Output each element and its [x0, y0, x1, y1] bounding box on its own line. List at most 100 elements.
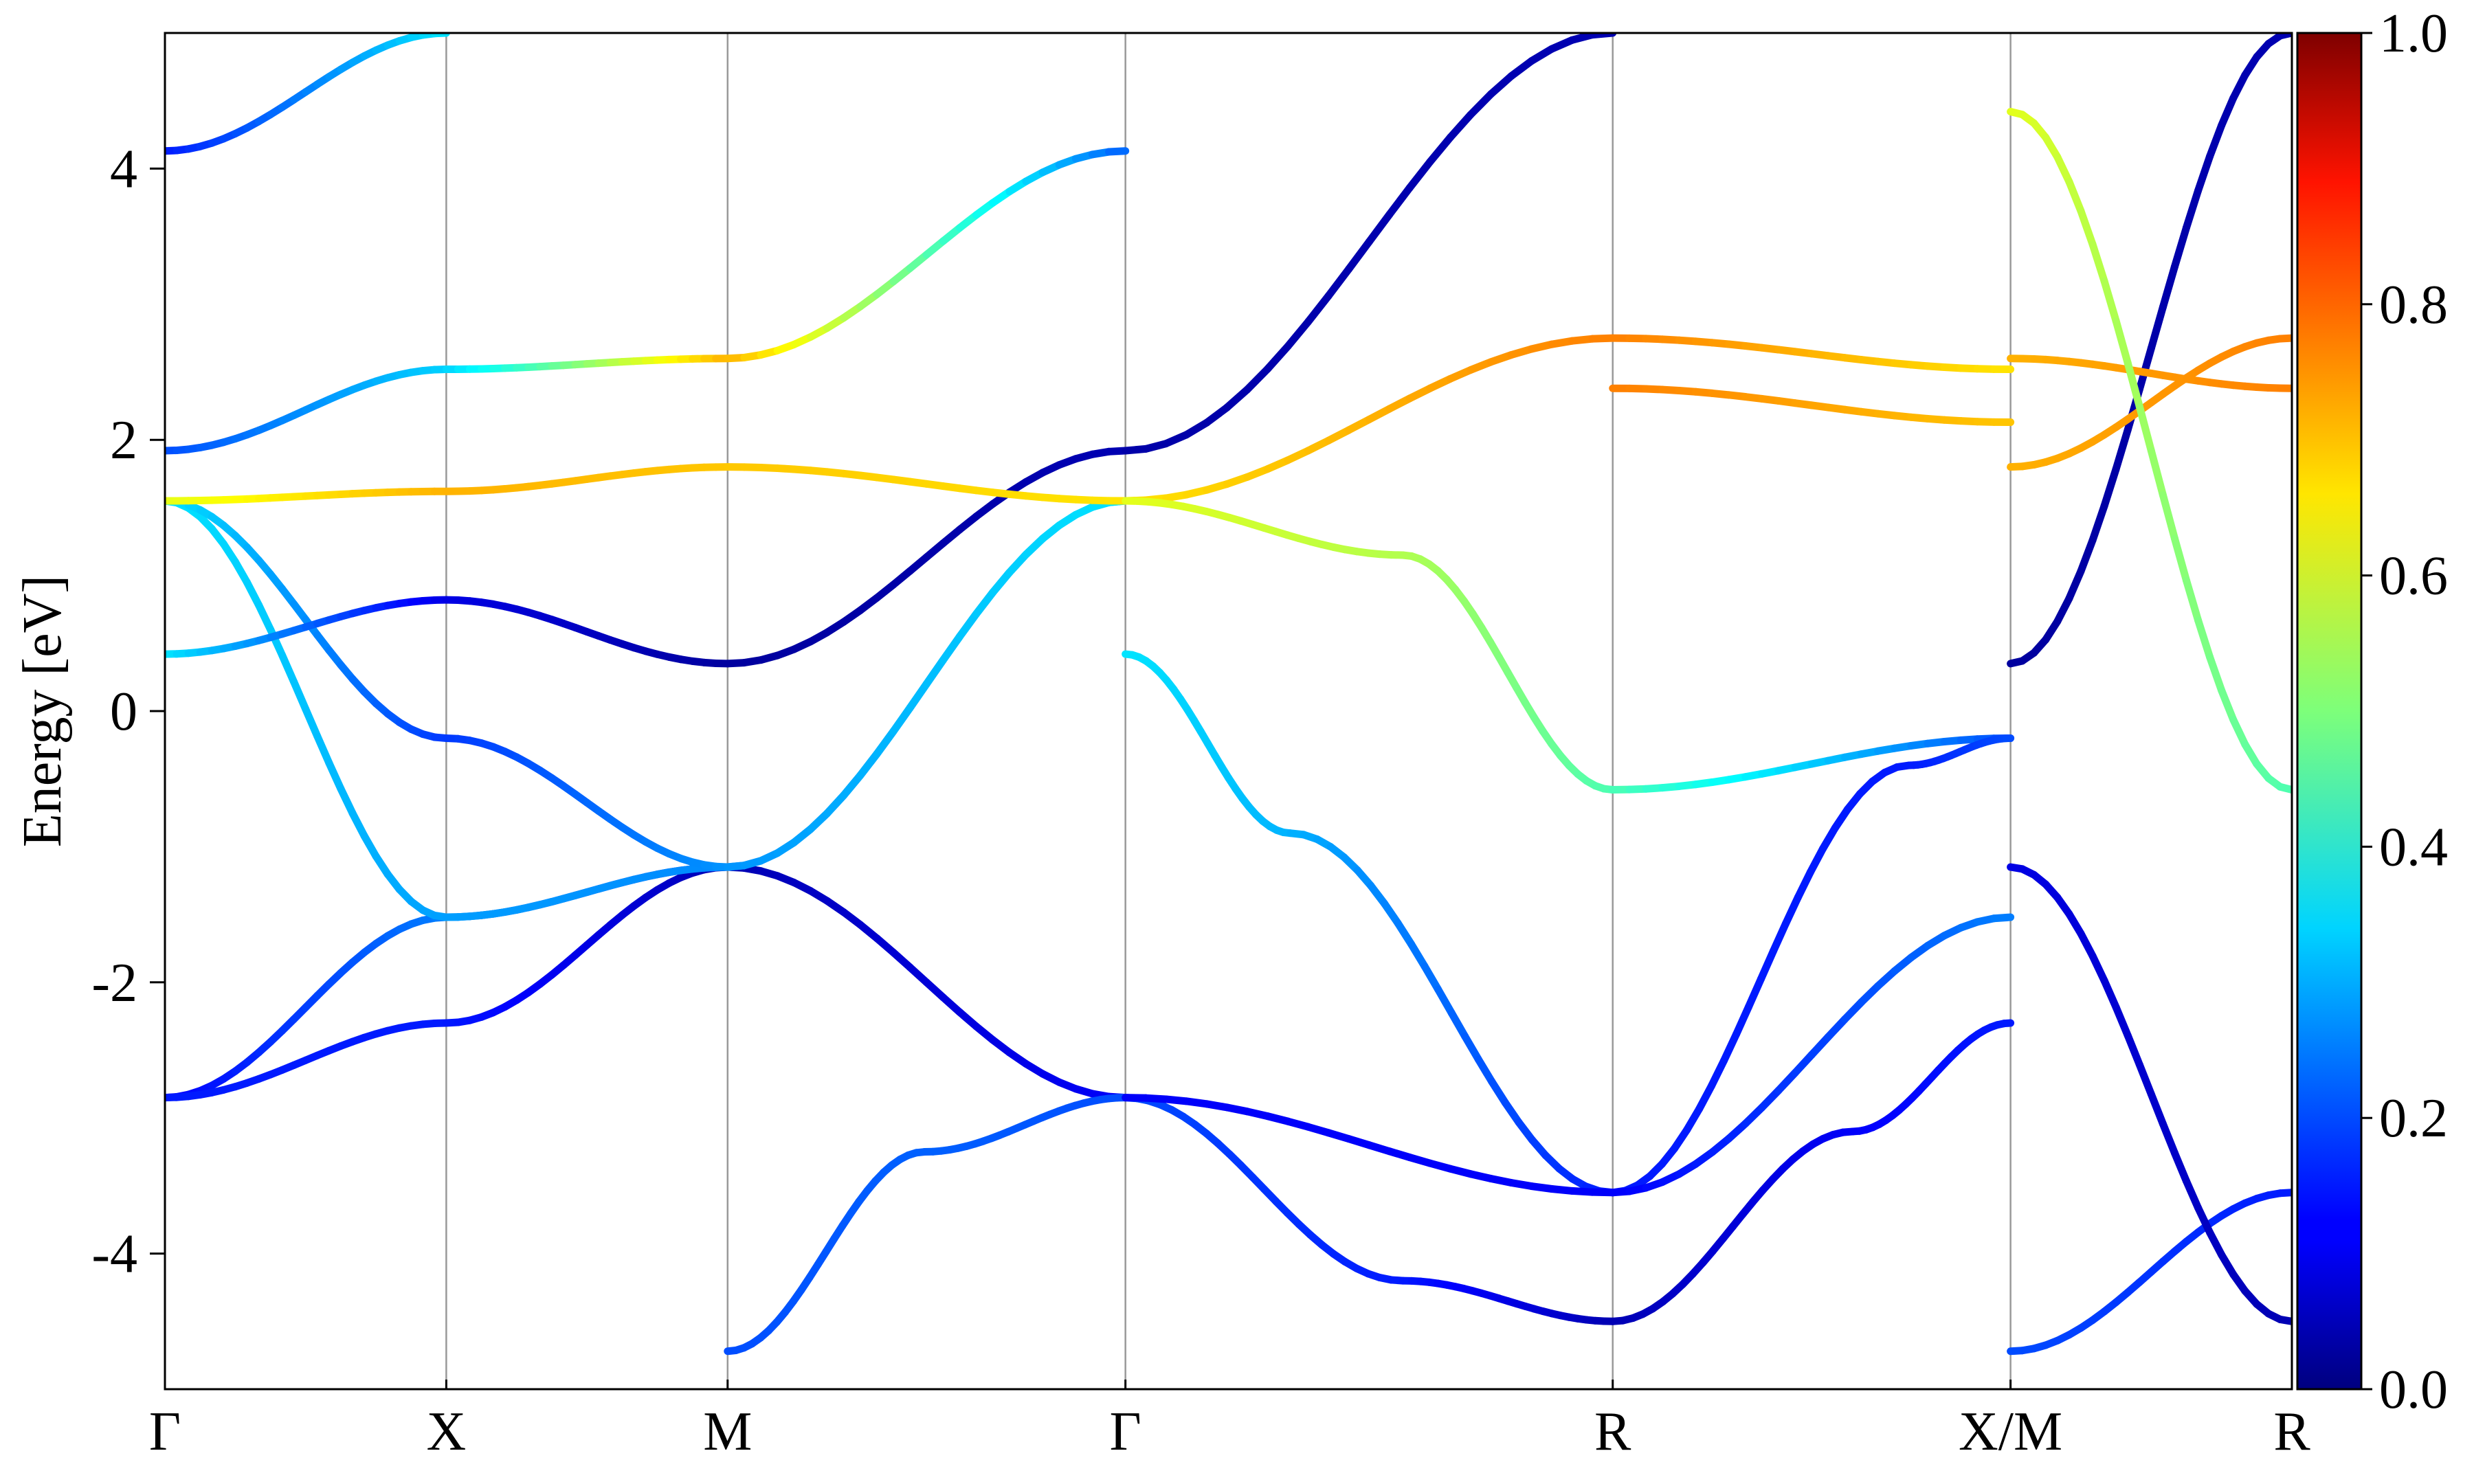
band-segment — [873, 727, 898, 758]
band-segment — [2053, 153, 2073, 186]
band-segment — [1263, 342, 1292, 373]
band-segment — [348, 809, 368, 840]
band-16 — [2007, 33, 2292, 668]
band-9 — [724, 1019, 2015, 1356]
y-tick-label: -4 — [91, 1224, 137, 1285]
band-segment — [1695, 1081, 1716, 1113]
band-segment — [2147, 303, 2167, 352]
band-segment — [1005, 550, 1030, 576]
band-segment — [2088, 240, 2108, 285]
colorbar-axis: 0.0 0.2 0.4 0.6 0.8 1.0 — [2361, 3, 2448, 1420]
band-15 — [1609, 384, 2015, 427]
band-segment — [1304, 292, 1333, 326]
colorbar-tick-label: 0.4 — [2379, 817, 2448, 877]
band-segment — [243, 578, 263, 609]
band-segment — [278, 651, 298, 686]
kpoint-gridlines — [445, 33, 2011, 1389]
y-tick-label: 0 — [110, 682, 137, 742]
band-segment — [2065, 910, 2085, 938]
band-segment — [2124, 1031, 2143, 1068]
band-segment — [1720, 1030, 1741, 1065]
band-segment — [337, 785, 357, 818]
band-segment — [2147, 1090, 2167, 1128]
band-segment — [2147, 447, 2167, 499]
band-segment — [1324, 426, 1353, 445]
band-segment — [2218, 686, 2238, 724]
band-segment — [1380, 899, 1402, 927]
colorbar-tick-label: 0.6 — [2379, 546, 2448, 607]
band-7 — [165, 33, 450, 155]
band-segment — [1407, 940, 1429, 971]
band-segment — [2112, 426, 2132, 473]
band-segment — [2218, 94, 2238, 129]
band-segment — [2100, 277, 2120, 325]
band-segment — [2159, 1120, 2178, 1157]
colorbar-tick-label: 0.8 — [2379, 275, 2448, 335]
colorbar-gradient — [2296, 32, 2363, 1391]
band-segment — [1345, 238, 1373, 273]
band-segment — [906, 680, 930, 712]
band-segment — [1858, 982, 1882, 1007]
band-segment — [254, 601, 275, 633]
band-segment — [2206, 1228, 2226, 1259]
band-segment — [2218, 1250, 2238, 1279]
band-segment — [302, 705, 322, 741]
y-tick-label: -2 — [91, 953, 137, 1013]
band-segment — [2194, 153, 2214, 194]
x-tick-label: R — [2273, 1402, 2310, 1462]
band-segment — [2159, 262, 2178, 311]
band-segment — [2170, 535, 2190, 585]
band-segment — [290, 677, 310, 713]
band-segment — [2112, 1003, 2132, 1039]
x-tick-label: M — [703, 1402, 752, 1462]
band-segment — [2053, 594, 2073, 625]
band-segment — [1203, 403, 1231, 427]
band-segment — [1769, 919, 1790, 955]
band-segment — [1447, 1009, 1469, 1040]
band-10 — [1122, 33, 1617, 455]
band-segment — [2170, 223, 2190, 271]
band-segment — [2135, 403, 2155, 455]
band-segment — [1105, 147, 1130, 156]
band-segment — [1385, 183, 1414, 218]
band-segment — [2182, 186, 2203, 232]
band-segment — [2194, 1204, 2214, 1237]
band-segment — [1781, 893, 1802, 928]
band-segment — [1488, 1077, 1509, 1107]
band-segment — [2088, 502, 2108, 544]
band-segment — [1474, 1055, 1496, 1086]
y-tick-label: 2 — [110, 410, 137, 471]
band-segment — [1420, 963, 1442, 993]
band-segment — [889, 704, 914, 735]
bands-group — [165, 33, 2292, 1356]
band-segment — [2000, 1019, 2015, 1028]
band-segment — [2088, 952, 2108, 985]
band-8 — [165, 463, 1130, 505]
band-segment — [989, 568, 1014, 596]
band-segment — [1426, 133, 1454, 166]
band-segment — [2042, 133, 2062, 161]
plot-frame — [164, 32, 2293, 1391]
y-axis-label: Energy [eV] — [12, 575, 73, 847]
band-segment — [2112, 317, 2132, 367]
colorbar-tick-label: 1.0 — [2379, 3, 2448, 64]
band-segment — [1394, 919, 1416, 948]
band-5 — [165, 447, 1130, 668]
band-segment — [2124, 359, 2143, 411]
band-segment — [313, 732, 333, 767]
band-segment — [1806, 845, 1827, 876]
band-segment — [2182, 1177, 2203, 1212]
band-segment — [2276, 1315, 2292, 1325]
band-segment — [922, 656, 947, 688]
band-segment — [1345, 416, 1373, 434]
band-segment — [1284, 317, 1313, 350]
band-6 — [165, 147, 1130, 455]
x-tick-label: Γ — [149, 1402, 181, 1462]
band-segment — [1774, 1069, 1799, 1094]
band-segment — [1990, 913, 2015, 923]
band-segment — [1405, 158, 1434, 192]
band-segment — [325, 758, 345, 793]
band-segment — [1467, 90, 1495, 119]
band-segment — [1434, 985, 1456, 1017]
